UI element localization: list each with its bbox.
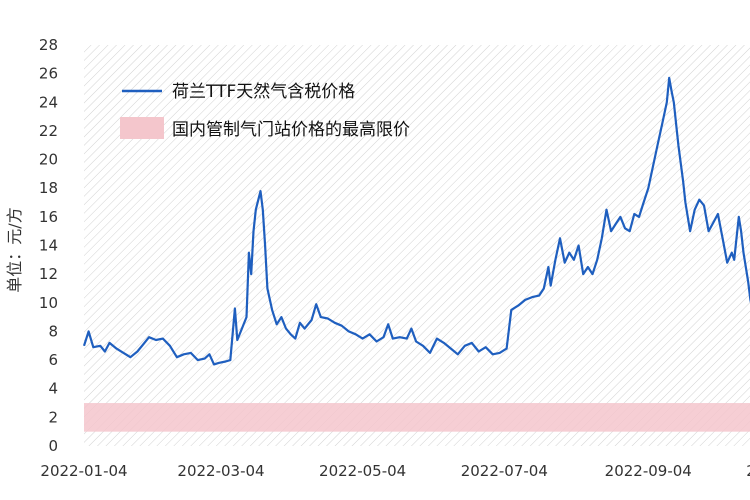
y-tick-label: 18	[39, 179, 58, 197]
x-tick-label: 2022-09-04	[605, 462, 692, 480]
y-tick-label: 22	[39, 122, 58, 140]
legend: 荷兰TTF天然气含税价格 国内管制气门站价格的最高限价	[120, 82, 410, 140]
y-tick-label: 8	[48, 322, 58, 340]
legend-label-ttf: 荷兰TTF天然气含税价格	[172, 82, 355, 102]
x-tick-label: 2022-01-04	[40, 462, 127, 480]
series-line-ttf	[82, 76, 750, 366]
y-tick-label: 26	[39, 65, 58, 83]
y-tick-label: 16	[39, 208, 58, 226]
y-tick-label: 12	[39, 265, 58, 283]
plot-background	[84, 45, 750, 446]
price-cap-band	[84, 403, 750, 432]
legend-label-band: 国内管制气门站价格的最高限价	[172, 120, 410, 140]
y-tick-label: 0	[48, 437, 58, 455]
y-tick-label: 4	[48, 380, 58, 398]
y-tick-label: 10	[39, 294, 58, 312]
x-tick-label: 2022-11-04	[746, 462, 750, 480]
y-tick-label: 28	[39, 36, 58, 54]
y-tick-label: 14	[39, 237, 58, 255]
y-tick-label: 24	[39, 93, 58, 111]
y-axis-label: 单位：元/方	[5, 207, 24, 292]
x-tick-label: 2022-07-04	[461, 462, 548, 480]
x-axis-ticks: 2022-01-04 2022-03-04 2022-05-04 2022-07-04…	[40, 462, 750, 480]
legend-band-swatch	[120, 117, 164, 139]
y-tick-label: 6	[48, 351, 58, 369]
y-tick-label: 2	[48, 408, 58, 426]
x-tick-label: 2022-05-04	[319, 462, 406, 480]
x-tick-label: 2022-03-04	[177, 462, 264, 480]
y-tick-label: 20	[39, 151, 58, 169]
